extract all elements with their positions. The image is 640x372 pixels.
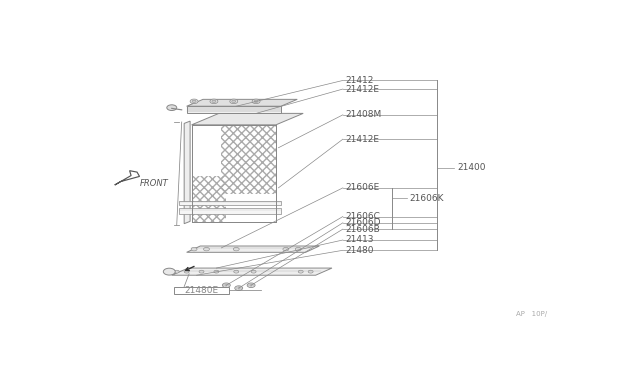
Text: 21480: 21480 (346, 246, 374, 255)
Circle shape (233, 247, 239, 251)
Polygon shape (179, 208, 281, 214)
Text: 21606E: 21606E (346, 183, 380, 192)
Bar (174, 287, 229, 294)
Circle shape (191, 247, 197, 251)
Circle shape (212, 100, 216, 103)
Circle shape (232, 100, 236, 103)
Text: 21480E: 21480E (184, 286, 219, 295)
Polygon shape (187, 99, 297, 106)
Polygon shape (115, 171, 140, 185)
Circle shape (190, 99, 198, 104)
Text: 21606D: 21606D (346, 218, 381, 227)
Circle shape (247, 283, 255, 288)
Text: 21412: 21412 (346, 76, 374, 85)
Circle shape (283, 247, 289, 251)
Circle shape (167, 105, 177, 110)
Circle shape (298, 270, 303, 273)
Circle shape (184, 270, 189, 273)
Circle shape (234, 270, 239, 273)
Polygon shape (187, 246, 319, 252)
Polygon shape (172, 268, 332, 275)
Bar (187, 106, 281, 113)
Text: 21606C: 21606C (346, 212, 380, 221)
Text: 21606B: 21606B (346, 225, 380, 234)
Text: 21606K: 21606K (410, 194, 444, 203)
Circle shape (251, 270, 256, 273)
Polygon shape (191, 113, 303, 125)
Text: 21408M: 21408M (346, 110, 381, 119)
Text: 21412E: 21412E (346, 84, 380, 93)
Circle shape (204, 247, 209, 251)
Circle shape (199, 270, 204, 273)
Circle shape (295, 247, 301, 251)
Text: 21412E: 21412E (346, 135, 380, 144)
Bar (191, 125, 276, 222)
Circle shape (230, 99, 237, 104)
Text: 21400: 21400 (457, 163, 486, 172)
Circle shape (174, 270, 179, 273)
Circle shape (192, 100, 196, 103)
Circle shape (163, 268, 175, 275)
Polygon shape (184, 121, 190, 224)
Circle shape (210, 99, 218, 104)
Circle shape (235, 286, 243, 291)
Text: 21413: 21413 (346, 235, 374, 244)
Text: AP   10P/: AP 10P/ (516, 311, 548, 317)
Polygon shape (179, 201, 281, 205)
Text: FRONT: FRONT (140, 179, 168, 188)
Circle shape (252, 99, 260, 104)
Circle shape (308, 270, 313, 273)
Circle shape (254, 100, 258, 103)
Circle shape (222, 283, 230, 288)
Circle shape (214, 270, 219, 273)
